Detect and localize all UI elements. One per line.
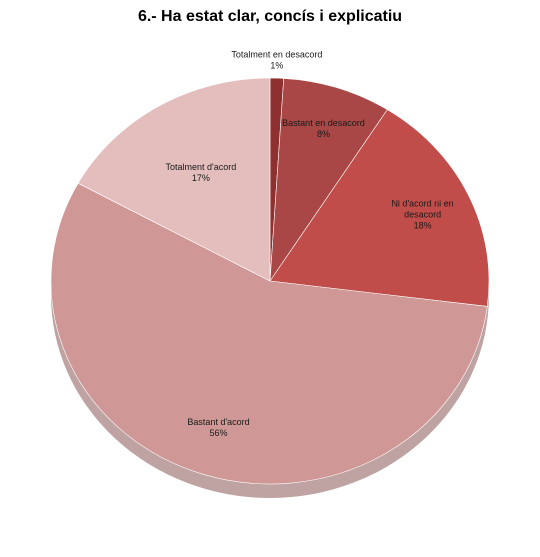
pie-labels: Totalment en desacord 1% Bastant en desaco… (165, 50, 453, 439)
slice-label-ni-d-acord-ni-en-desacord: Ni d'acord ni en desacord 18% (391, 198, 453, 230)
pie-slice-bastant-en-desacord (269, 78, 388, 283)
slice-label-totalment-en-desacord: Totalment en desacord 1% (231, 50, 322, 71)
pie-slices (50, 77, 490, 485)
slice-label-bastant-en-desacord: Bastant en desacord 8% (282, 118, 365, 139)
slice-label-totalment-d-acord: Totalment d'acord 17% (165, 162, 236, 183)
pie-slice-bastant-d-acord (50, 182, 488, 485)
chart-title: 6.- Ha estat clar, concís i explicatiu (137, 8, 403, 25)
slice-label-bastant-d-acord: Bastant d'acord 56% (187, 417, 249, 438)
pie-slice-totalment-d-acord (77, 77, 271, 282)
pie-slice-ni-d-acord-ni-en-desacord (269, 109, 490, 307)
